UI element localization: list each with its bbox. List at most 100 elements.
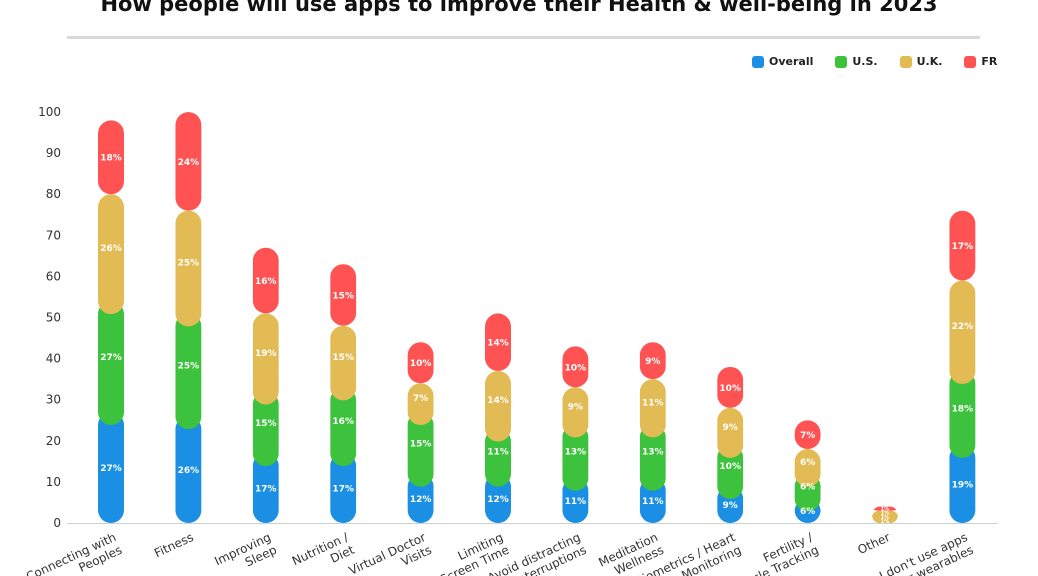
- bar-segment-u-k: [175, 210, 202, 327]
- bar-segment-overall: [330, 453, 357, 523]
- bar-segment-fr: [175, 112, 202, 211]
- legend-label-fr: FR: [981, 55, 998, 68]
- data-label: 19%: [255, 349, 277, 359]
- data-label: 6%: [800, 507, 815, 517]
- data-label: 15%: [410, 439, 432, 449]
- bar-segment-overall: [407, 473, 434, 523]
- data-label: 11%: [642, 497, 664, 507]
- bar-segment-u-k: [252, 313, 279, 405]
- bar-stack-limiting-screen-time: [485, 313, 511, 524]
- data-label: 14%: [487, 396, 509, 406]
- x-category-label: Fitness: [152, 530, 196, 560]
- bar-stack-fertility-cycle-tracking: [794, 420, 821, 523]
- bar-segment-u-s: [717, 444, 744, 500]
- y-tick-label: 60: [46, 269, 61, 283]
- bar-segment-u-k: [407, 383, 434, 426]
- bar-segment-fr: [794, 420, 821, 450]
- data-label: 22%: [952, 322, 974, 332]
- data-label: 17%: [952, 242, 974, 252]
- bar-segment-u-k: [949, 280, 976, 384]
- y-tick-label: 70: [46, 228, 61, 242]
- bar-segment-u-s: [562, 424, 589, 491]
- legend-swatch-fr: [964, 55, 977, 68]
- y-tick-label: 80: [46, 187, 61, 201]
- data-label: 9%: [645, 357, 660, 367]
- data-label: 26%: [100, 244, 122, 254]
- bar-segment-u-k: [485, 370, 511, 442]
- bar-segment-u-s: [330, 387, 357, 467]
- data-label: 13%: [565, 448, 587, 458]
- bar-segment-fr: [949, 210, 976, 281]
- legend-item-us: U.S.: [835, 55, 878, 68]
- data-label: 25%: [178, 361, 200, 371]
- legend-label-us: U.S.: [852, 55, 878, 68]
- bar-stack-virtual-doctor-visits: [407, 342, 434, 523]
- data-label: 7%: [413, 394, 428, 404]
- y-tick-label: 0: [53, 516, 61, 530]
- data-label: 10%: [719, 384, 741, 394]
- legend-swatch-overall: [752, 55, 764, 68]
- bar-segment-u-s: [252, 391, 279, 467]
- legend-item-fr: FR: [964, 55, 997, 68]
- y-tick-label: 50: [46, 311, 61, 325]
- bar-segment-u-k: [330, 325, 357, 401]
- title-divider: [67, 36, 980, 39]
- data-label: 14%: [487, 339, 509, 349]
- bar-stack-biometrics-heart-rate-monitoring: [717, 366, 744, 523]
- bar-segment-fr: [872, 506, 898, 511]
- bar-stack-fitness: [175, 112, 202, 523]
- data-label: 11%: [642, 398, 664, 408]
- bar-segment-u-k: [562, 387, 589, 438]
- bar-segment-fr: [330, 264, 357, 326]
- data-label: 9%: [723, 501, 738, 511]
- data-label: 16%: [332, 417, 354, 427]
- data-label: 15%: [332, 353, 354, 363]
- bar-segment-u-s: [485, 428, 511, 487]
- data-label: 11%: [565, 497, 587, 507]
- legend-swatch-uk: [899, 55, 912, 68]
- bar-stack-avoid-distracting-interruptions: [562, 346, 589, 523]
- bar-stack-improving-sleep: [252, 247, 279, 523]
- data-label: 1%: [881, 507, 890, 513]
- data-label: 1%: [881, 515, 890, 521]
- data-label: 15%: [255, 419, 277, 429]
- data-label: 17%: [255, 485, 277, 495]
- legend-label-overall: Overall: [769, 55, 814, 68]
- bar-segment-overall: [949, 444, 976, 523]
- legend: Overall U.S. U.K. FR: [752, 55, 997, 68]
- data-label: 9%: [723, 423, 738, 433]
- data-label: 10%: [410, 359, 432, 369]
- bar-stack-meditation-wellness: [639, 342, 666, 523]
- bar-segment-u-k: [794, 449, 821, 487]
- data-label: 27%: [100, 464, 122, 474]
- x-category-label: Fertility /Cycle Tracking: [730, 530, 821, 576]
- bar-segment-fr: [98, 120, 124, 195]
- y-tick-label: 100: [38, 105, 61, 119]
- bar-segment-fr: [407, 342, 434, 384]
- bar-segment-u-s: [407, 412, 434, 487]
- data-label: 1%: [881, 519, 890, 525]
- data-label: 12%: [487, 495, 509, 505]
- legend-swatch-us: [835, 55, 848, 68]
- bar-segment-u-k: [639, 379, 666, 438]
- bar-segment-u-k: [717, 407, 744, 458]
- data-label: 17%: [332, 485, 354, 495]
- bar-segment-u-k: [872, 510, 898, 523]
- bar-segment-overall: [252, 453, 279, 523]
- bar-stack-nutrition-diet: [330, 264, 357, 523]
- bar-segment-overall: [98, 412, 124, 523]
- bar-segment-u-s: [639, 424, 666, 491]
- data-label: 15%: [332, 291, 354, 301]
- legend-label-uk: U.K.: [916, 55, 943, 68]
- chart-title: How people will use apps to improve thei…: [100, 0, 938, 16]
- x-category-label: ImprovingSleep: [212, 530, 279, 576]
- x-category-label: Nutrition /Diet: [290, 530, 357, 576]
- bar-segment-u-k: [98, 194, 124, 315]
- bar-segment-u-s: [949, 370, 976, 458]
- data-label: 6%: [800, 458, 815, 468]
- data-label: 16%: [255, 277, 277, 287]
- x-category-label-line: Other: [855, 530, 892, 557]
- data-label: 27%: [100, 353, 122, 363]
- bar-segment-overall: [717, 486, 744, 523]
- bar-stack-i-don-t-use-apps-or-wearables: [949, 210, 976, 523]
